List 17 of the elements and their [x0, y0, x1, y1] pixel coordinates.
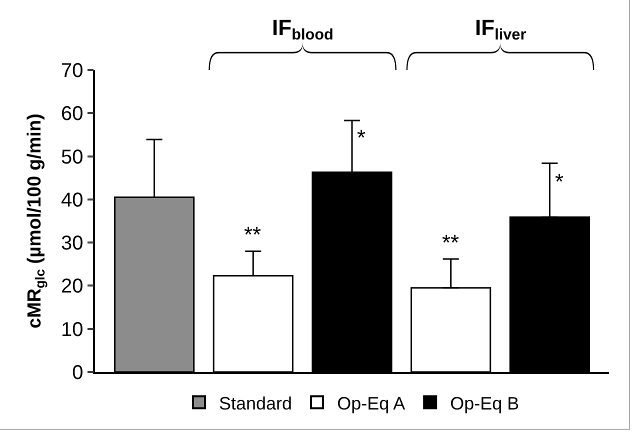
data-label: *	[555, 169, 564, 194]
y-tick-label: 0	[72, 362, 84, 384]
y-tick-label: 40	[61, 189, 84, 212]
y-tick-label: 60	[61, 103, 84, 126]
legend-label: Op-Eq B	[450, 393, 520, 414]
data-label: **	[442, 230, 460, 255]
text: IF$_{liver}$	[475, 15, 526, 44]
data-label: *	[357, 125, 366, 150]
text: IF$_{blood}$	[272, 15, 334, 44]
y-tick-label: 20	[61, 276, 84, 298]
y-tick-label: 10	[61, 318, 84, 341]
legend-label: Standard	[219, 393, 292, 414]
legend-label: Op-Eq A	[337, 393, 406, 414]
y-tick-label: 30	[61, 232, 84, 255]
y-tick-label: 50	[61, 146, 84, 168]
y-tick-label: 70	[61, 60, 84, 82]
data-label: **	[244, 222, 262, 247]
